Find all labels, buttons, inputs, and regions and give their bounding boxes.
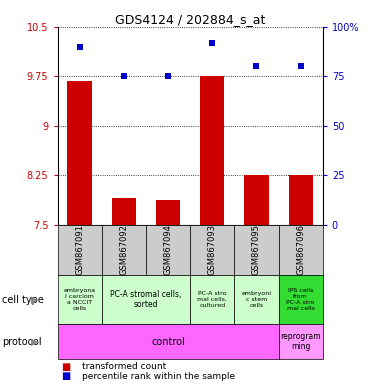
Bar xyxy=(156,200,180,225)
Text: PC-A stro
mal cells,
cultured: PC-A stro mal cells, cultured xyxy=(197,291,227,308)
Point xyxy=(253,63,259,70)
Text: PC-A stromal cells,
sorted: PC-A stromal cells, sorted xyxy=(110,290,182,309)
Text: GSM867091: GSM867091 xyxy=(75,224,84,275)
Point xyxy=(209,40,215,46)
Point xyxy=(77,44,83,50)
Text: control: control xyxy=(151,337,185,347)
Text: cell type: cell type xyxy=(2,295,44,305)
Text: embryoni
c stem
cells: embryoni c stem cells xyxy=(242,291,272,308)
Bar xyxy=(112,198,136,225)
Text: GSM867095: GSM867095 xyxy=(252,224,261,275)
Text: GSM867094: GSM867094 xyxy=(164,224,173,275)
Text: ▶: ▶ xyxy=(31,295,38,305)
Text: ▶: ▶ xyxy=(31,337,38,347)
Text: GSM867092: GSM867092 xyxy=(119,224,128,275)
Text: IPS cells
from
PC-A stro
mal cells: IPS cells from PC-A stro mal cells xyxy=(286,288,315,311)
Text: transformed count: transformed count xyxy=(82,362,166,371)
Text: ■: ■ xyxy=(61,371,70,381)
Text: protocol: protocol xyxy=(2,337,42,347)
Point xyxy=(298,63,303,70)
Point xyxy=(121,73,127,79)
Title: GDS4124 / 202884_s_at: GDS4124 / 202884_s_at xyxy=(115,13,265,26)
Text: embryona
l carciom
a NCCIT
cells: embryona l carciom a NCCIT cells xyxy=(63,288,96,311)
Bar xyxy=(289,175,313,225)
Bar xyxy=(244,175,269,225)
Text: percentile rank within the sample: percentile rank within the sample xyxy=(82,372,235,381)
Text: GSM867093: GSM867093 xyxy=(208,224,217,275)
Point xyxy=(165,73,171,79)
Bar xyxy=(68,81,92,225)
Text: ■: ■ xyxy=(61,362,70,372)
Text: GSM867096: GSM867096 xyxy=(296,224,305,275)
Bar xyxy=(200,76,224,225)
Text: reprogram
ming: reprogram ming xyxy=(280,332,321,351)
